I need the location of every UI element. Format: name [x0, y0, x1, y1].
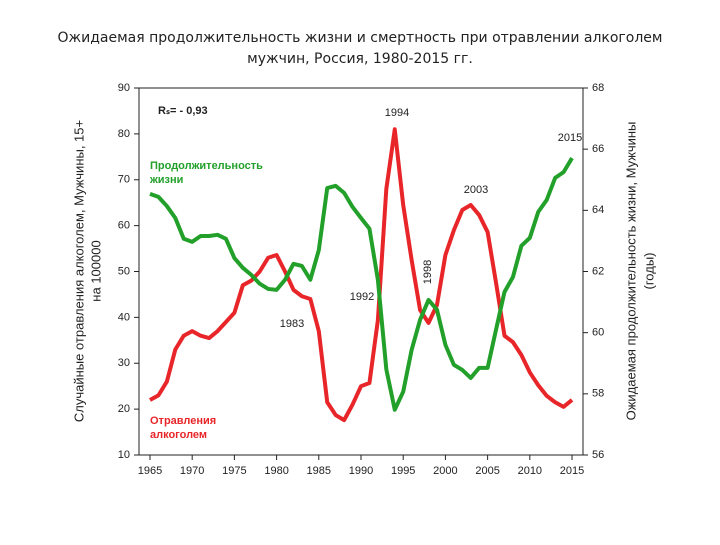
annotation: 1994: [385, 107, 409, 119]
x-tick-label: 1980: [264, 465, 288, 477]
y-tick-label: 10: [118, 449, 130, 461]
legend-label: Отравления: [150, 415, 216, 427]
x-tick-label: 2005: [475, 465, 499, 477]
annotation: 1998: [422, 260, 434, 284]
x-tick-label: 2015: [560, 465, 584, 477]
y2-tick-label: 56: [592, 449, 604, 461]
annotation: 2003: [464, 184, 488, 196]
y2-tick-label: 66: [592, 143, 604, 155]
annotation: Rₛ= - 0,93: [158, 105, 208, 117]
y-tick-label: 60: [118, 220, 130, 232]
legend-label: алкоголем: [150, 429, 207, 441]
series-line: [149, 157, 574, 412]
y2-tick-label: 58: [592, 388, 604, 400]
annotation: 1992: [350, 291, 374, 303]
y2-tick-label: 60: [592, 327, 604, 339]
y-tick-label: 90: [118, 82, 130, 94]
y-tick-label: 70: [118, 174, 130, 186]
y-tick-label: 20: [118, 403, 130, 415]
x-tick-label: 2000: [433, 465, 457, 477]
y2-tick-label: 62: [592, 265, 604, 277]
x-tick-label: 1995: [391, 465, 415, 477]
y-tick-label: 80: [118, 128, 130, 140]
y2-tick-label: 64: [592, 204, 604, 216]
chart-title: Ожидаемая продолжительность жизни и смер…: [58, 30, 663, 46]
y2-axis-label: (годы): [641, 253, 656, 290]
series-line: [149, 127, 574, 423]
y2-tick-label: 68: [592, 82, 604, 94]
chart-title: мужчин, Россия, 1980-2015 гг.: [247, 51, 473, 67]
y-axis-label: Случайные отравления алкоголем, Мужчины,…: [71, 120, 86, 422]
annotation: 2015: [558, 132, 582, 144]
x-tick-label: 1965: [138, 465, 162, 477]
y-tick-label: 30: [118, 357, 130, 369]
annotation: 1983: [280, 318, 304, 330]
x-tick-label: 1975: [222, 465, 246, 477]
legend-label: Продолжительность: [150, 160, 263, 172]
x-tick-label: 1970: [180, 465, 204, 477]
x-tick-label: 1985: [307, 465, 331, 477]
y-tick-label: 50: [118, 265, 130, 277]
x-tick-label: 2010: [518, 465, 542, 477]
legend-label: жизни: [149, 174, 183, 186]
y-axis-label: на 100000: [88, 240, 103, 301]
y2-axis-label: Ожидаемая продолжительность жизни, Мужчи…: [623, 122, 638, 421]
y-tick-label: 40: [118, 311, 130, 323]
x-tick-label: 1990: [349, 465, 373, 477]
